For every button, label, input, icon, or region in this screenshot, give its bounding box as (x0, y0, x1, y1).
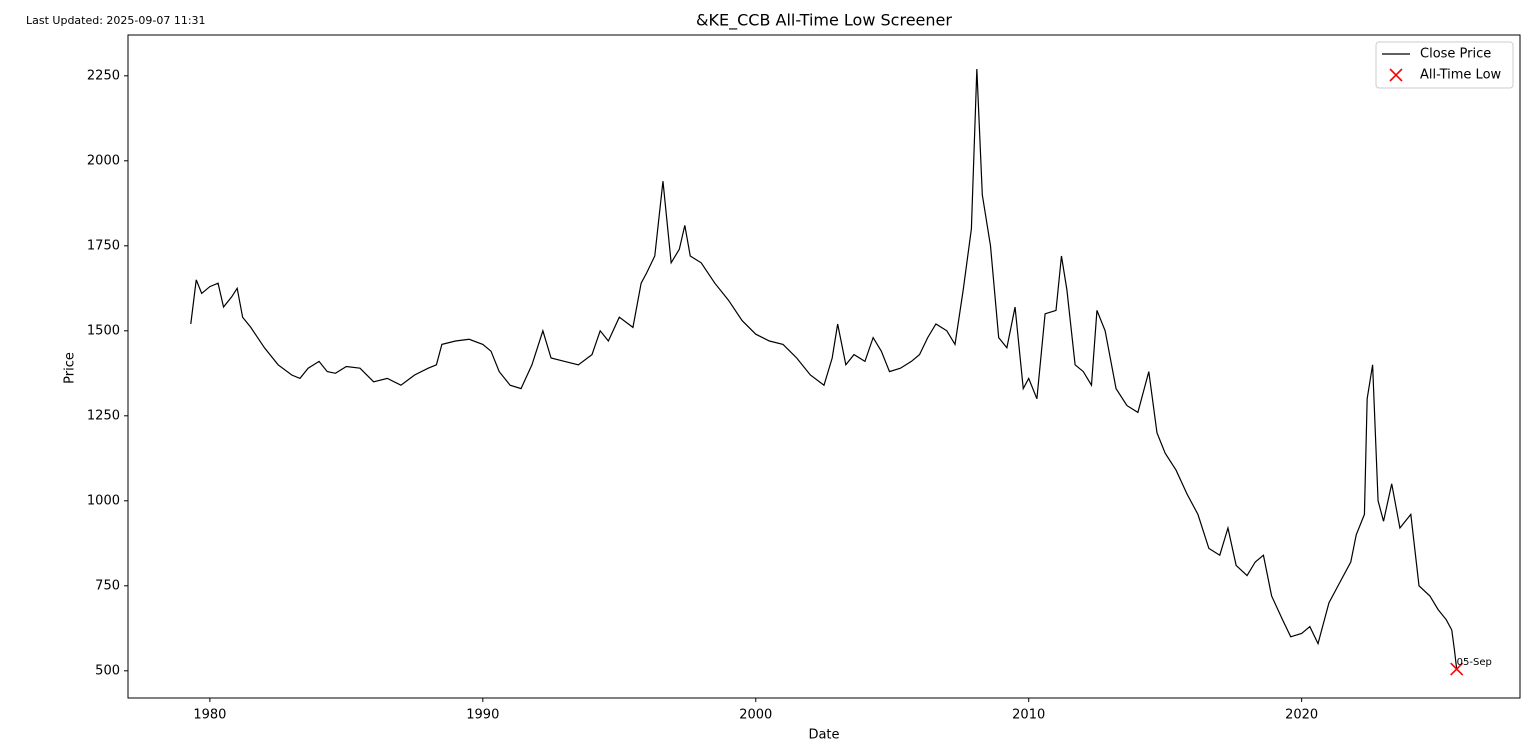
x-tick-label: 2000 (739, 708, 772, 723)
low-label: 05-Sep (1457, 657, 1492, 668)
x-tick-label: 2010 (1012, 708, 1045, 723)
x-axis-label: Date (808, 728, 839, 743)
last-updated: Last Updated: 2025-09-07 11:31 (26, 14, 206, 27)
y-tick-label: 2000 (87, 153, 120, 168)
legend-swatch (1389, 68, 1403, 82)
legend-box (1375, 41, 1514, 89)
y-tick-label: 1000 (87, 493, 120, 508)
x-tick-label: 2020 (1285, 708, 1318, 723)
y-tick-label: 1250 (87, 408, 120, 423)
y-tick-label: 1500 (87, 323, 120, 338)
low-marker (1450, 662, 1464, 676)
y-tick-label: 500 (95, 663, 120, 678)
x-tick-label: 1980 (193, 708, 226, 723)
y-tick-label: 2250 (87, 68, 120, 83)
price-line (190, 68, 1458, 670)
plot-frame (127, 34, 1521, 699)
y-axis-label: Price (63, 352, 78, 384)
y-tick-label: 1750 (87, 238, 120, 253)
legend-label: Close Price (1420, 47, 1491, 62)
legend-label: All-Time Low (1420, 68, 1502, 83)
x-tick-label: 1990 (466, 708, 499, 723)
chart-title: &KE_CCB All-Time Low Screener (696, 11, 952, 31)
y-tick-label: 750 (95, 578, 120, 593)
